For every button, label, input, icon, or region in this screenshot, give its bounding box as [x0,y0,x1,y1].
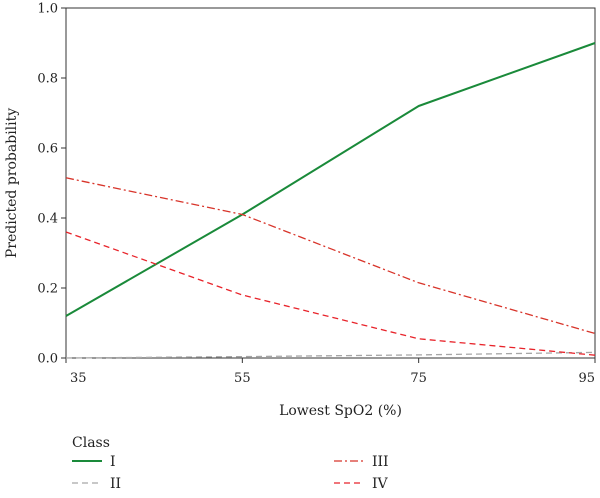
legend-label-ii: II [110,476,121,492]
series-lines [65,42,596,359]
series-line-iv [65,231,596,356]
x-tick-label: 75 [410,371,427,386]
x-tick-label: 95 [578,371,595,386]
series-line-ii [65,351,596,359]
y-tick-label: 0.2 [37,282,58,297]
y-tick-label: 0.4 [37,212,58,227]
axes: 0.0 0.2 0.4 0.6 0.8 1.0 35 55 75 95 [37,2,596,386]
y-tick-label: 0.8 [37,72,58,87]
series-line-i [65,42,596,317]
legend-label-iv: IV [372,476,389,492]
legend-label-i: I [110,454,116,470]
x-axis-label: Lowest SpO2 (%) [279,403,402,419]
y-axis-label: Predicted probability [4,108,20,258]
series-line-iii [65,177,596,335]
y-tick-label: 0.0 [37,352,58,367]
legend-title: Class [72,435,110,451]
y-tick-label: 1.0 [37,2,58,17]
y-tick-label: 0.6 [37,142,58,157]
legend-label-iii: III [372,454,389,470]
x-tick-label: 35 [70,371,87,386]
plot-frame [65,7,596,359]
x-tick-label: 55 [234,371,251,386]
